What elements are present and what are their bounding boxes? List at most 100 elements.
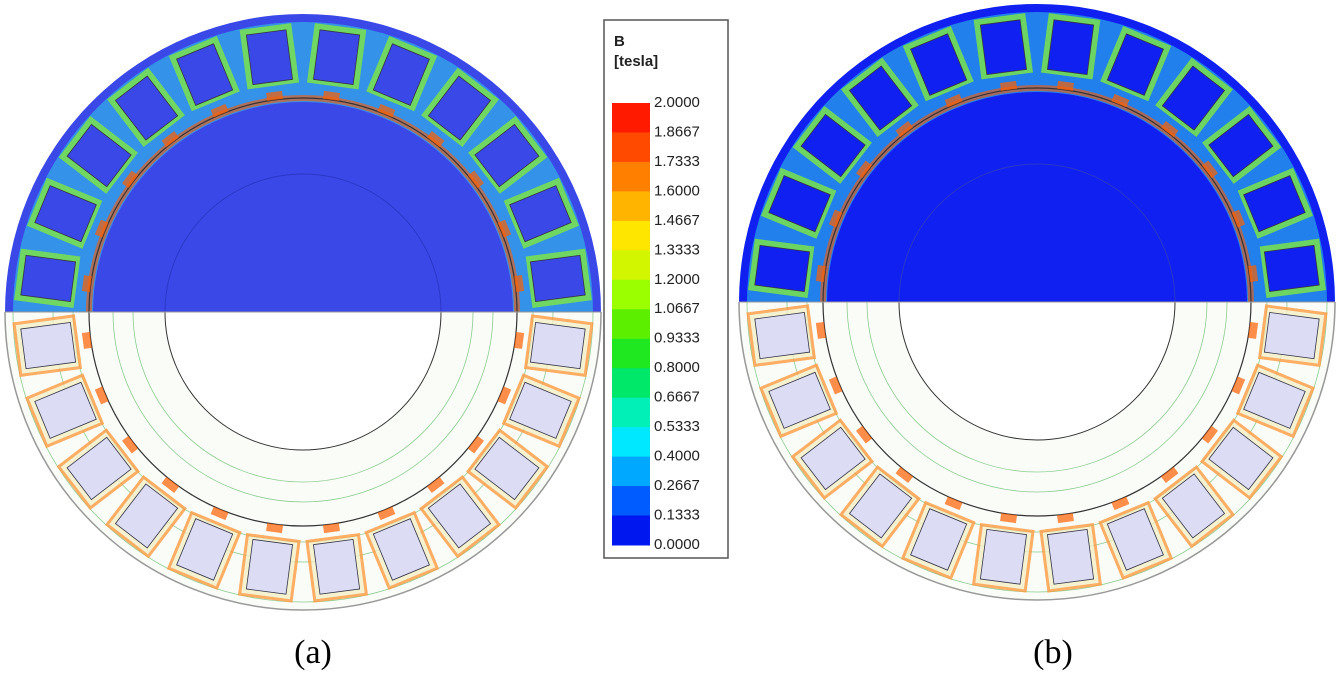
magnet [94,386,109,405]
slot [848,65,913,131]
magnet [497,219,512,238]
magnet [1057,80,1074,91]
magnet [1057,513,1074,524]
magnet [323,523,340,534]
slot [754,312,811,360]
magnet [323,90,340,101]
magnet [161,476,180,493]
magnet [856,160,873,179]
scale-label: 1.2000 [654,271,700,288]
slot [509,185,572,243]
slot [66,436,132,501]
magnet [944,93,963,108]
slot [1263,244,1320,292]
slot [754,244,811,292]
slot [1243,175,1306,233]
magnet [210,103,229,118]
rotor-bore [164,312,442,451]
slot [245,29,293,86]
magnet [1201,160,1218,179]
color-swatch [612,191,650,222]
rotor-bore [898,302,1176,441]
magnet [815,322,826,339]
magnet [1201,425,1218,444]
contour-line [846,302,1228,493]
color-swatch [612,397,650,428]
scale-label: 0.9333 [654,330,700,347]
scale-label: 1.6000 [654,182,700,199]
slot [910,508,968,571]
color-scale: 2.0000 1.8667 1.7333 1.6000 1.4667 1.3333 1.20… [612,94,700,553]
scale-label: 0.0000 [654,536,700,553]
magnet [895,466,914,483]
scale-label: 1.0667 [654,300,700,317]
slot [474,123,540,188]
legend-title: B [614,33,625,50]
slot [1106,33,1164,96]
contour-line [786,302,1288,553]
magnet [497,386,512,405]
slot [768,175,831,233]
rotor-core [164,173,442,312]
scale-label: 1.3333 [654,241,700,258]
magnet [210,506,229,521]
magnet [514,332,525,349]
slot [979,19,1027,76]
magnet [467,170,484,189]
caption: (b) [1033,634,1073,671]
magnet [122,170,139,189]
slot [427,75,492,141]
slot [1243,371,1306,429]
slot [313,29,361,86]
slot [529,322,586,370]
magnet [426,476,445,493]
slot [1047,19,1095,76]
magnet [1000,513,1017,524]
air-gap-line [88,97,518,312]
magnet [1160,466,1179,483]
air-gap-line [822,87,1252,302]
panels [4,4,1336,611]
slot [66,123,132,188]
scale-label: 1.4667 [654,212,700,229]
legend-unit: [tesla] [614,53,658,70]
magnet [1248,265,1259,282]
slot [34,185,97,243]
magnet [426,131,445,148]
slot [1208,113,1274,178]
magnet [944,496,963,511]
color-swatch [612,427,650,458]
magnet [895,121,914,138]
scale-label: 0.4000 [654,448,700,465]
slot [1161,65,1226,131]
slot [20,254,77,302]
slot [979,528,1027,585]
slot [114,75,179,141]
scale-label: 1.7333 [654,153,700,170]
scale-label: 0.2667 [654,477,700,494]
magnet [467,435,484,454]
contour-half [738,302,1336,601]
magnet [81,275,92,292]
color-swatch [612,515,650,546]
slot [1161,473,1226,539]
slot [427,483,492,549]
slot [20,322,77,370]
contour-half [4,312,602,611]
color-swatch [612,103,650,133]
scale-label: 0.5333 [654,418,700,435]
contour-line [746,302,1328,593]
color-swatch [612,368,650,399]
magnet [856,425,873,444]
magnet [1248,322,1259,339]
slot [245,538,293,595]
magnet [1111,93,1130,108]
air-gap-line [88,312,518,527]
flux-map-half [739,4,1335,302]
magnet [514,275,525,292]
contour-line [866,302,1208,473]
color-swatch [612,132,650,163]
color-swatch [612,456,650,487]
magnet [122,435,139,454]
